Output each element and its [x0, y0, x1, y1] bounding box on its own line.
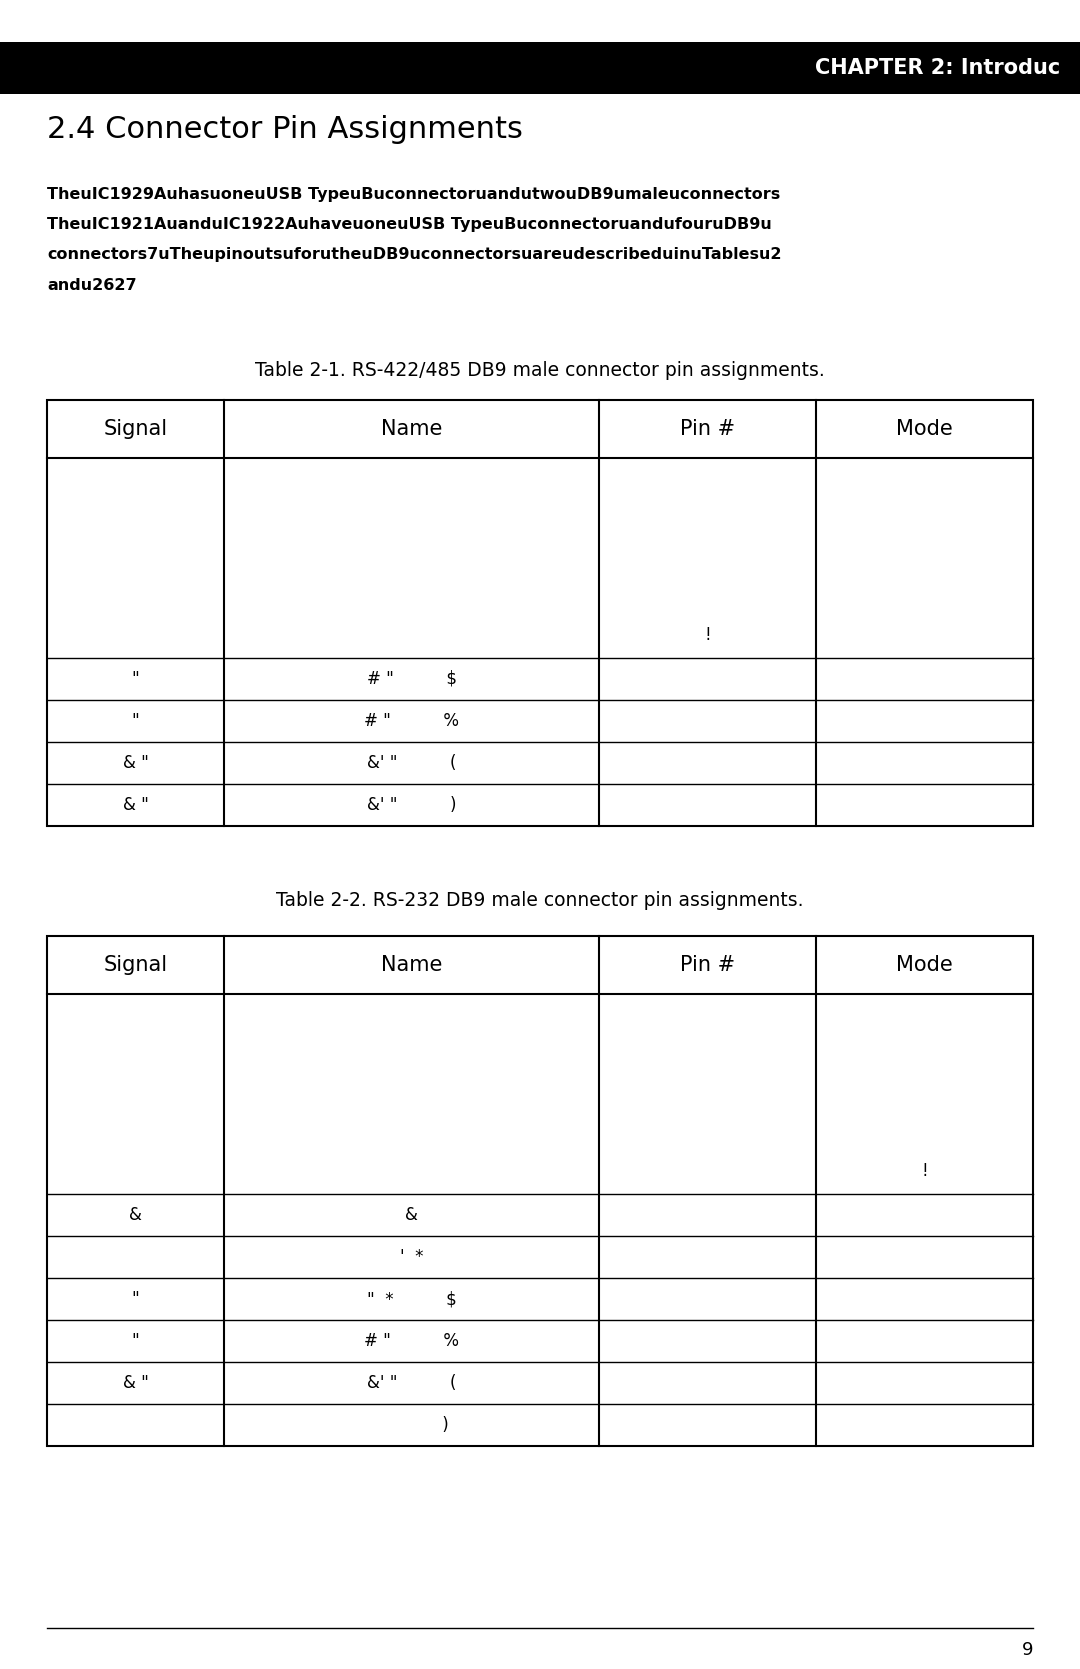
Text: ): )	[375, 1415, 449, 1434]
Text: Table 2-2. RS-232 DB9 male connector pin assignments.: Table 2-2. RS-232 DB9 male connector pin…	[276, 891, 804, 911]
Text: connectors7uTheupinoutsuforutheuDB9uconnectorsuareudescribeduinuTablesu2: connectors7uTheupinoutsuforutheuDB9uconn…	[48, 247, 782, 262]
Text: &' "          ): &' " )	[367, 796, 457, 814]
Text: 9: 9	[1022, 1641, 1032, 1659]
Text: Pin #: Pin #	[680, 419, 735, 439]
Text: ": "	[132, 1332, 139, 1350]
Text: # "          %: # " %	[364, 713, 459, 729]
Text: "  *          $: " * $	[367, 1290, 457, 1308]
Text: ": "	[132, 1290, 139, 1308]
Text: ": "	[132, 669, 139, 688]
Text: Mode: Mode	[896, 419, 953, 439]
Text: # "          $: # " $	[367, 669, 457, 688]
Text: & ": & "	[123, 796, 149, 814]
Text: &' "          (: &' " (	[367, 1374, 457, 1392]
Text: !: !	[921, 1162, 928, 1180]
Text: TheuIC1929AuhasuoneuUSB TypeuBuconnectoruandutwouDB9umaleuconnectors: TheuIC1929AuhasuoneuUSB TypeuBuconnector…	[48, 187, 780, 202]
Text: Table 2-1. RS-422/485 DB9 male connector pin assignments.: Table 2-1. RS-422/485 DB9 male connector…	[255, 361, 825, 379]
Text: CHAPTER 2: Introduc: CHAPTER 2: Introduc	[814, 58, 1059, 78]
Text: TheuIC1921AuanduIC1922AuhaveuoneuUSB TypeuBuconnectoruandufouruDB9u: TheuIC1921AuanduIC1922AuhaveuoneuUSB Typ…	[48, 217, 772, 232]
Text: Mode: Mode	[896, 955, 953, 975]
Text: &: &	[405, 1207, 418, 1223]
Text: # "          %: # " %	[364, 1332, 459, 1350]
Text: 2.4 Connector Pin Assignments: 2.4 Connector Pin Assignments	[48, 115, 523, 145]
Text: '  *: ' *	[400, 1248, 423, 1267]
Text: & ": & "	[123, 754, 149, 773]
Bar	[0, 42, 1080, 93]
Text: !: !	[704, 626, 711, 644]
Bar	[48, 401, 1032, 826]
Bar	[48, 936, 1032, 1445]
Text: & ": & "	[123, 1374, 149, 1392]
Text: Signal: Signal	[104, 419, 167, 439]
Text: Signal: Signal	[104, 955, 167, 975]
Text: Name: Name	[381, 419, 443, 439]
Text: andu2627: andu2627	[48, 277, 137, 292]
Text: &: &	[130, 1207, 143, 1223]
Text: Name: Name	[381, 955, 443, 975]
Text: ": "	[132, 713, 139, 729]
Text: &' "          (: &' " (	[367, 754, 457, 773]
Text: Pin #: Pin #	[680, 955, 735, 975]
